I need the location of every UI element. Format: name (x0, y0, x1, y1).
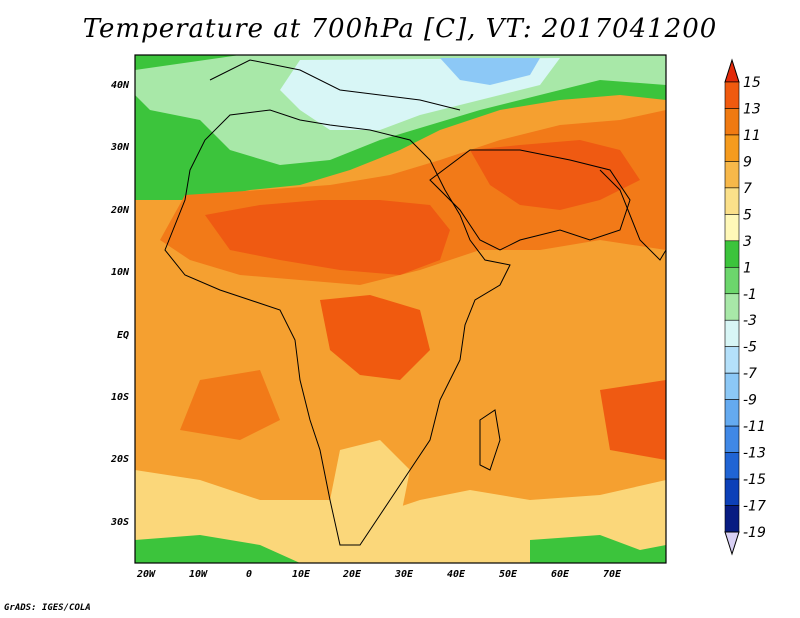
colorbar-label: 5 (743, 207, 752, 223)
colorbar-swatch (724, 346, 740, 374)
y-tick-label: 20N (110, 205, 130, 216)
colorbar-label: 9 (743, 154, 752, 170)
warm-patch-atlantic (180, 370, 280, 440)
green-patch-se (530, 535, 666, 563)
colorbar-swatch (724, 214, 740, 242)
colorbar-label: -19 (743, 525, 766, 541)
colorbar-swatch (724, 399, 740, 427)
x-tick-label: 0 (246, 569, 252, 580)
credit-text: GrADS: IGES/COLA (4, 603, 91, 613)
map-frame (134, 54, 667, 564)
x-tick-label: 30E (394, 569, 414, 580)
colorbar-bottom-arrow (724, 531, 740, 556)
chart-title: Temperature at 700hPa [C], VT: 201704120… (82, 14, 718, 44)
colorbar-swatch (724, 505, 740, 533)
hot-core-west (205, 200, 450, 275)
y-tick-label: 20S (110, 454, 129, 465)
colorbar-swatch (724, 266, 740, 295)
colorbar: 15 13 11 9 7 5 3 1 -1 -3 -5 -7 -9 -11 -13 -15 -17 -19 (724, 58, 766, 556)
coastlines (164, 59, 667, 546)
colorbar-label: -9 (743, 393, 757, 409)
colorbar-label: 1 (743, 260, 752, 276)
hot-core-central (320, 295, 430, 380)
y-tick-label: 40N (111, 80, 130, 91)
colorbar-label: 15 (743, 75, 761, 91)
hot-core-arabia (470, 140, 640, 210)
y-tick-label: 30N (110, 142, 130, 153)
x-tick-label: 60E (551, 569, 570, 580)
hot-patch-indian (600, 380, 666, 460)
colorbar-label: 7 (743, 181, 752, 197)
colorbar-top-arrow (724, 58, 740, 83)
colorbar-swatch (724, 478, 740, 506)
cool-patch-southern-africa (330, 440, 410, 540)
colorbar-label: 11 (743, 128, 761, 144)
x-tick-label: 40E (447, 569, 466, 580)
colorbar-label: 13 (743, 101, 761, 117)
colorbar-label: -7 (743, 366, 757, 382)
y-tick-label: 10S (111, 392, 129, 403)
temperature-field (135, 55, 666, 563)
colorbar-swatch (724, 81, 740, 109)
y-tick-label: 30S (110, 517, 129, 528)
green-patch-sw (135, 535, 300, 563)
colorbar-swatch (724, 161, 740, 189)
colorbar-label: -3 (743, 313, 757, 329)
x-tick-label: 50E (499, 569, 518, 580)
colorbar-label: -13 (743, 446, 766, 462)
y-tick-label: EQ (117, 330, 129, 341)
x-tick-label: 20E (342, 569, 362, 580)
colorbar-label: -1 (743, 287, 757, 303)
colorbar-label: -15 (743, 472, 766, 488)
colorbar-swatch (724, 187, 740, 215)
colorbar-label: -11 (743, 419, 766, 435)
y-tick-label: 10N (111, 267, 130, 278)
x-tick-label: 20W (136, 569, 156, 580)
y-axis: 40N 30N 20N 10N EQ 10S 20S 30S (110, 80, 130, 528)
colorbar-label: -5 (743, 340, 757, 356)
colorbar-swatch (724, 319, 740, 348)
x-tick-label: 70E (603, 569, 622, 580)
colorbar-swatch (724, 452, 740, 480)
colorbar-swatch (724, 134, 740, 162)
cold-core (440, 58, 540, 85)
colorbar-swatch (724, 425, 740, 453)
colorbar-swatch (724, 240, 740, 268)
colorbar-swatch (724, 372, 740, 400)
colorbar-label: 3 (743, 234, 752, 250)
x-tick-label: 10W (189, 569, 208, 580)
colorbar-label: -17 (743, 499, 766, 515)
x-tick-label: 10E (292, 569, 311, 580)
colorbar-swatch (724, 293, 740, 321)
colorbar-swatch (724, 108, 740, 136)
x-axis: 20W 10W 0 10E 20E 30E 40E 50E 60E 70E (136, 569, 622, 580)
